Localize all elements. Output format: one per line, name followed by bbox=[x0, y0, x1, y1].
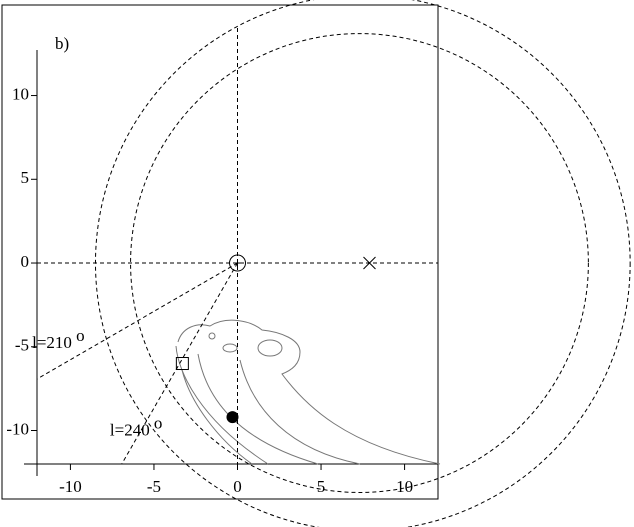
contour bbox=[175, 345, 269, 465]
y-tick-label: -5 bbox=[15, 336, 29, 355]
contour bbox=[222, 343, 238, 353]
y-tick-label: 0 bbox=[21, 252, 30, 271]
contour bbox=[208, 332, 216, 340]
sightline-label: l=210 bbox=[32, 333, 72, 352]
sightline-label: l=240 bbox=[110, 421, 150, 440]
degree-sup: o bbox=[154, 414, 163, 433]
y-tick-label: -10 bbox=[6, 419, 29, 438]
sightline bbox=[121, 262, 238, 465]
contour bbox=[177, 319, 441, 465]
square-marker bbox=[175, 357, 189, 371]
contour bbox=[181, 369, 253, 465]
orbit-circle bbox=[130, 33, 589, 493]
sightline bbox=[36, 262, 238, 380]
contour bbox=[239, 359, 361, 465]
x-tick-label: -10 bbox=[59, 477, 82, 496]
orbit-circle bbox=[95, 0, 631, 527]
sun-ring bbox=[229, 254, 246, 272]
contour bbox=[197, 353, 319, 465]
frame bbox=[1, 4, 439, 500]
degree-sup: o bbox=[76, 326, 85, 345]
contours bbox=[175, 319, 441, 465]
x-tick-label: -5 bbox=[147, 477, 161, 496]
x-tick-label: 0 bbox=[233, 477, 242, 496]
y-tick-label: 10 bbox=[12, 84, 29, 103]
x-tick-label: 5 bbox=[317, 477, 326, 496]
galactic-center bbox=[363, 256, 376, 270]
x-tick-label: 10 bbox=[396, 477, 413, 496]
y-tick-label: 5 bbox=[21, 168, 30, 187]
contour bbox=[257, 339, 283, 357]
panel-label: b) bbox=[55, 34, 69, 53]
sun-marker bbox=[229, 254, 246, 272]
dot-marker bbox=[226, 411, 239, 424]
